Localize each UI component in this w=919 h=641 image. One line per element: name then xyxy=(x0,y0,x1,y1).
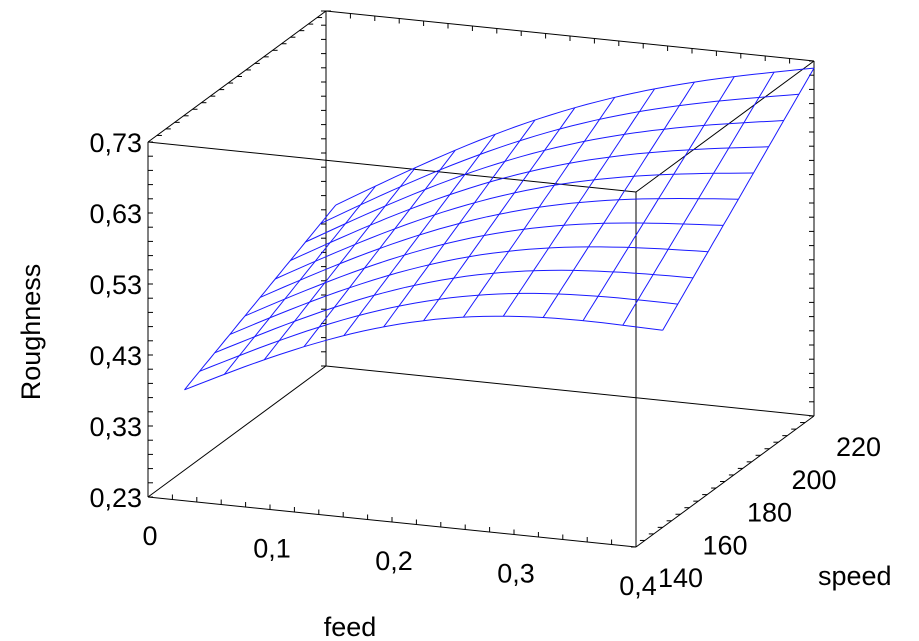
mesh-line-speed xyxy=(305,120,784,243)
mesh-line-speed xyxy=(335,67,815,206)
mesh-line-feed xyxy=(622,71,775,326)
y-axis-title: speed xyxy=(818,561,892,591)
mesh-line-feed xyxy=(383,119,536,328)
mesh-line-feed xyxy=(223,185,376,375)
x-axis-title: feed xyxy=(324,612,377,641)
box-edge xyxy=(147,141,637,193)
z-tick-label: 0,43 xyxy=(89,341,142,371)
y-tick-label: 180 xyxy=(747,498,792,528)
y-tick-label: 200 xyxy=(792,465,837,495)
response-surface xyxy=(184,67,815,391)
z-tick-label: 0,63 xyxy=(89,199,142,229)
mesh-line-feed xyxy=(303,149,456,348)
box-edge xyxy=(325,365,815,417)
y-tick-label: 220 xyxy=(836,432,881,462)
mesh-line-feed xyxy=(542,81,695,318)
y-tick-label: 160 xyxy=(703,530,748,560)
mesh-line-feed xyxy=(462,97,616,318)
mesh-line-feed xyxy=(582,76,735,321)
y-tick-label: 140 xyxy=(658,563,703,593)
x-tick-label: 0,1 xyxy=(253,534,291,564)
z-tick-label: 0,23 xyxy=(89,483,142,513)
mesh-line-feed xyxy=(184,204,337,391)
z-tick-label: 0,33 xyxy=(89,412,142,442)
tick-marks xyxy=(147,10,815,548)
mesh-line-feed xyxy=(263,167,416,361)
x-tick-label: 0,3 xyxy=(497,559,535,589)
mesh-line-feed xyxy=(502,88,656,317)
z-tick-label: 0,53 xyxy=(89,270,142,300)
tick-labels: 0,23 0,33 0,43 0,53 0,63 0,73 0 0,1 0,2 0,3 0,4 140… xyxy=(89,128,881,601)
mesh-line-speed xyxy=(184,315,663,391)
mesh-line-feed xyxy=(423,107,576,321)
x-tick-label: 0,2 xyxy=(375,546,413,576)
z-axis-title: Roughness xyxy=(16,264,46,401)
mesh-line-feed xyxy=(662,67,815,331)
box-edge xyxy=(635,60,815,193)
bounding-box xyxy=(147,10,815,548)
z-tick-label: 0,73 xyxy=(89,128,142,158)
x-tick-label: 0 xyxy=(142,521,157,551)
box-edge xyxy=(147,365,327,498)
mesh-line-feed xyxy=(343,133,496,336)
x-tick-label: 0,4 xyxy=(619,571,657,601)
